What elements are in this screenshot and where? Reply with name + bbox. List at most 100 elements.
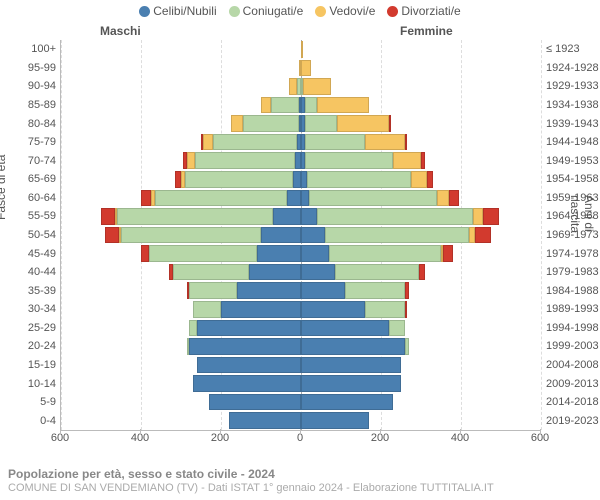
y-label-age: 0-4 [0,413,56,429]
legend-item: Celibi/Nubili [139,4,216,18]
table-row [61,411,541,430]
bar-segment-female-cel [301,264,335,281]
y-label-age: 50-54 [0,227,56,243]
bar-segment-female-cel [301,208,317,225]
bar-segment-female-cel [301,227,325,244]
bar-segment-male-cel [261,227,301,244]
bar-segment-male-con [155,190,287,207]
table-row [61,263,541,282]
legend-label: Vedovi/e [329,4,375,18]
y-label-age: 25-29 [0,320,56,336]
y-label-birth: 1984-1988 [546,283,600,299]
bar-segment-female-con [389,320,405,337]
bar-segment-female-cel [301,282,345,299]
bar-segment-female-ved [473,208,483,225]
bar-segment-female-con [405,338,409,355]
bar-segment-female-ved [303,78,331,95]
y-label-age: 95-99 [0,60,56,76]
y-label-birth: 1994-1998 [546,320,600,336]
table-row [61,393,541,412]
bar-segment-male-cel [221,301,301,318]
bar-segment-male-div [201,134,203,151]
bar-segment-female-con [335,264,419,281]
y-label-birth: 1999-2003 [546,338,600,354]
bar-segment-male-con [185,171,293,188]
bar-segment-male-ved [151,190,155,207]
legend-label: Coniugati/e [243,4,304,18]
x-tick-label: 0 [297,432,303,444]
y-label-age: 15-19 [0,357,56,373]
bar-segment-male-div [141,245,149,262]
legend-item: Coniugati/e [229,4,304,18]
bar-segment-female-cel [301,394,393,411]
bar-segment-male-con [193,301,221,318]
y-label-birth: ≤ 1923 [546,41,600,57]
bar-segment-female-con [305,115,337,132]
bar-segment-male-ved [289,78,297,95]
bar-segment-male-cel [273,208,301,225]
bar-segment-male-ved [187,152,195,169]
bar-segment-male-con [117,208,273,225]
y-label-birth: 1959-1963 [546,190,600,206]
bar-segment-female-ved [337,115,389,132]
bar-segment-male-cel [287,190,301,207]
table-row [61,40,541,59]
bar-segment-male-div [105,227,119,244]
y-label-age: 5-9 [0,394,56,410]
bar-segment-female-div [449,190,459,207]
y-label-age: 85-89 [0,97,56,113]
bar-segment-male-con [189,320,197,337]
y-label-age: 60-64 [0,190,56,206]
plot-area [60,40,541,431]
table-row [61,151,541,170]
y-label-birth: 1944-1948 [546,134,600,150]
y-label-birth: 2004-2008 [546,357,600,373]
y-label-age: 35-39 [0,283,56,299]
bar-segment-female-con [345,282,405,299]
y-label-age: 40-44 [0,264,56,280]
bar-segment-female-cel [301,190,309,207]
bar-segment-female-cel [301,301,365,318]
y-label-age: 70-74 [0,153,56,169]
bar-segment-female-ved [437,190,449,207]
bar-segment-female-con [307,171,411,188]
bar-segment-female-ved [393,152,421,169]
bar-segment-male-ved [203,134,213,151]
legend-swatch [387,6,398,17]
bar-segment-female-cel [301,320,389,337]
bar-segment-male-con [213,134,297,151]
bar-segment-female-div [405,301,407,318]
table-row [61,374,541,393]
bar-segment-female-cel [301,357,401,374]
bar-segment-male-div [101,208,115,225]
bar-segment-male-ved [181,171,185,188]
bar-segment-male-ved [115,208,117,225]
y-label-age: 100+ [0,41,56,57]
bar-segment-female-div [389,115,391,132]
bar-segment-male-cel [237,282,301,299]
table-row [61,96,541,115]
y-label-birth: 2014-2018 [546,394,600,410]
y-label-age: 90-94 [0,78,56,94]
bar-segment-female-ved [411,171,427,188]
table-row [61,300,541,319]
y-label-birth: 1929-1933 [546,78,600,94]
bar-segment-female-div [475,227,491,244]
y-label-birth: 1924-1928 [546,60,600,76]
bar-segment-female-div [443,245,453,262]
bar-segment-male-cel [209,394,301,411]
legend-item: Divorziati/e [387,4,460,18]
legend: Celibi/Nubili Coniugati/e Vedovi/e Divorzia… [0,4,600,18]
y-label-birth: 1964-1968 [546,208,600,224]
y-label-age: 20-24 [0,338,56,354]
bar-segment-female-div [405,134,407,151]
bar-segment-male-con [189,282,237,299]
y-label-age: 80-84 [0,116,56,132]
y-label-birth: 1969-1973 [546,227,600,243]
legend-item: Vedovi/e [315,4,375,18]
bar-segment-female-con [325,227,469,244]
table-row [61,77,541,96]
bar-segment-female-div [405,282,409,299]
y-label-age: 75-79 [0,134,56,150]
y-label-birth: 1974-1978 [546,246,600,262]
